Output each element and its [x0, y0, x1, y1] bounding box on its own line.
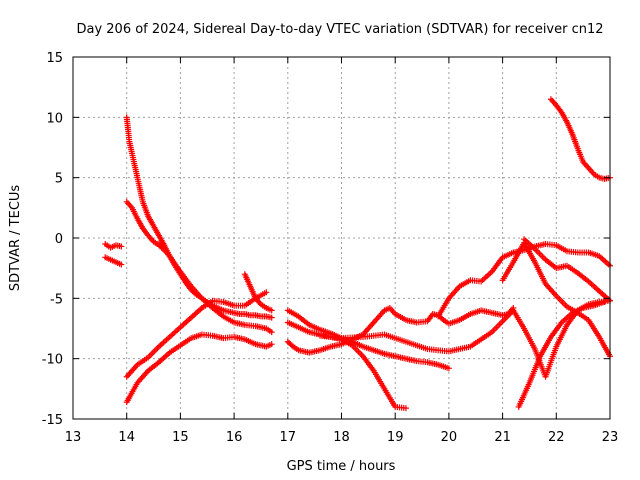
x-tick-label: 21: [494, 430, 511, 445]
x-tick-label: 15: [172, 430, 189, 445]
data-point: [268, 314, 275, 321]
x-tick-label: 23: [602, 430, 619, 445]
grid-lines: [73, 57, 610, 419]
x-tick-label: 18: [333, 430, 350, 445]
y-tick-label: -5: [50, 292, 63, 307]
data-point: [118, 261, 125, 268]
data-point: [268, 341, 275, 348]
data-point: [288, 342, 295, 349]
data-point: [439, 315, 446, 322]
y-tick-label: 10: [46, 111, 63, 126]
x-tick-label: 20: [441, 430, 458, 445]
y-tick-label: -10: [42, 353, 63, 368]
data-marks: [102, 96, 613, 412]
series-arc-11: [284, 319, 409, 412]
series-arc-7: [123, 331, 275, 406]
data-point: [263, 289, 270, 296]
y-tick-label: 0: [55, 232, 63, 247]
x-tick-label: 14: [118, 430, 135, 445]
data-point: [118, 243, 125, 250]
series-arc-17: [547, 96, 613, 182]
axis-ticks: 13 14 15 16 17 18 19 20 21 22 23 -15 -10 -5 0 5 10 15: [42, 51, 619, 445]
series-arc-9: [284, 304, 517, 356]
x-axis-label: GPS time / hours: [287, 459, 396, 474]
series-arc-5: [155, 241, 275, 336]
chart-title: Day 206 of 2024, Sidereal Day-to-day VTE…: [76, 22, 603, 37]
y-axis-label: SDTVAR / TECUs: [8, 185, 23, 292]
data-point: [402, 405, 409, 412]
data-point: [268, 329, 275, 336]
data-point: [268, 307, 275, 314]
series-arc-1: [102, 241, 125, 251]
series-arc-2: [102, 254, 125, 268]
y-tick-label: 15: [46, 51, 63, 66]
x-tick-label: 17: [280, 430, 297, 445]
data-point: [601, 298, 608, 305]
series-arc-16: [515, 298, 608, 410]
series-arc-8: [241, 271, 275, 314]
data-point: [445, 365, 452, 372]
y-tick-label: 5: [55, 172, 63, 187]
x-tick-label: 19: [387, 430, 404, 445]
x-tick-label: 16: [226, 430, 243, 445]
x-tick-label: 13: [65, 430, 82, 445]
y-tick-label: -15: [42, 413, 63, 428]
series-arc-15: [521, 236, 613, 304]
x-tick-label: 22: [548, 430, 565, 445]
